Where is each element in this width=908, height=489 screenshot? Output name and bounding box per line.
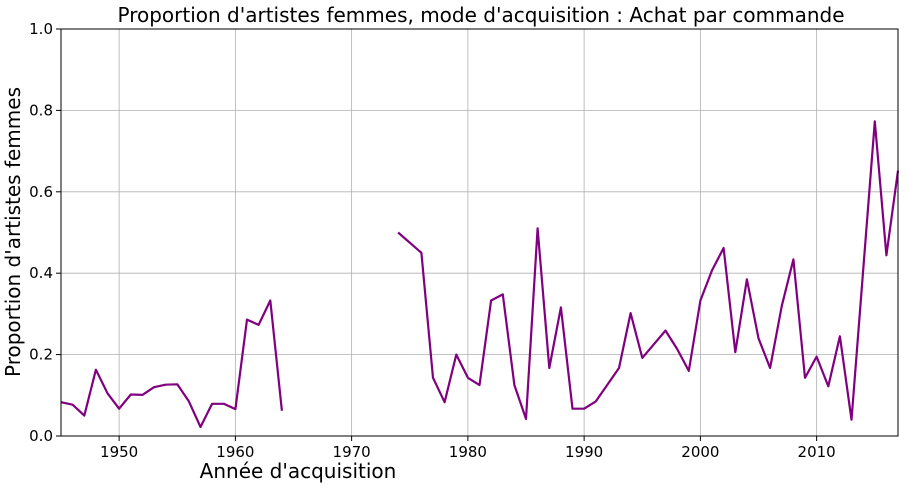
y-tick-label: 0.2 — [29, 346, 53, 364]
x-tick-label: 2000 — [681, 443, 719, 461]
axis-ticks — [56, 28, 818, 441]
x-tick-label: 1960 — [216, 443, 254, 461]
x-axis-label: Année d'acquisition — [200, 459, 397, 483]
series-line-segment — [60, 299, 283, 429]
tick-labels: 1950 1960 1970 1980 1990 2000 2010 0.0 0.2 0.4 0.6… — [29, 20, 836, 461]
x-tick-label: 2010 — [798, 443, 836, 461]
y-axis-label: Proportion d'artistes femmes — [1, 87, 25, 377]
x-tick-label: 1950 — [100, 443, 138, 461]
x-tick-label: 1970 — [333, 443, 371, 461]
y-tick-label: 0.8 — [29, 101, 53, 119]
y-tick-label: 1.0 — [29, 20, 53, 38]
x-tick-label: 1990 — [565, 443, 603, 461]
y-tick-label: 0.6 — [29, 183, 53, 201]
y-tick-label: 0.0 — [29, 427, 53, 445]
x-tick-label: 1980 — [449, 443, 487, 461]
y-tick-label: 0.4 — [29, 264, 53, 282]
grid — [61, 28, 898, 437]
plot-frame — [60, 28, 899, 437]
series-line-segment — [397, 120, 900, 421]
chart-title: Proportion d'artistes femmes, mode d'acq… — [117, 3, 844, 27]
series-lines — [60, 120, 900, 429]
